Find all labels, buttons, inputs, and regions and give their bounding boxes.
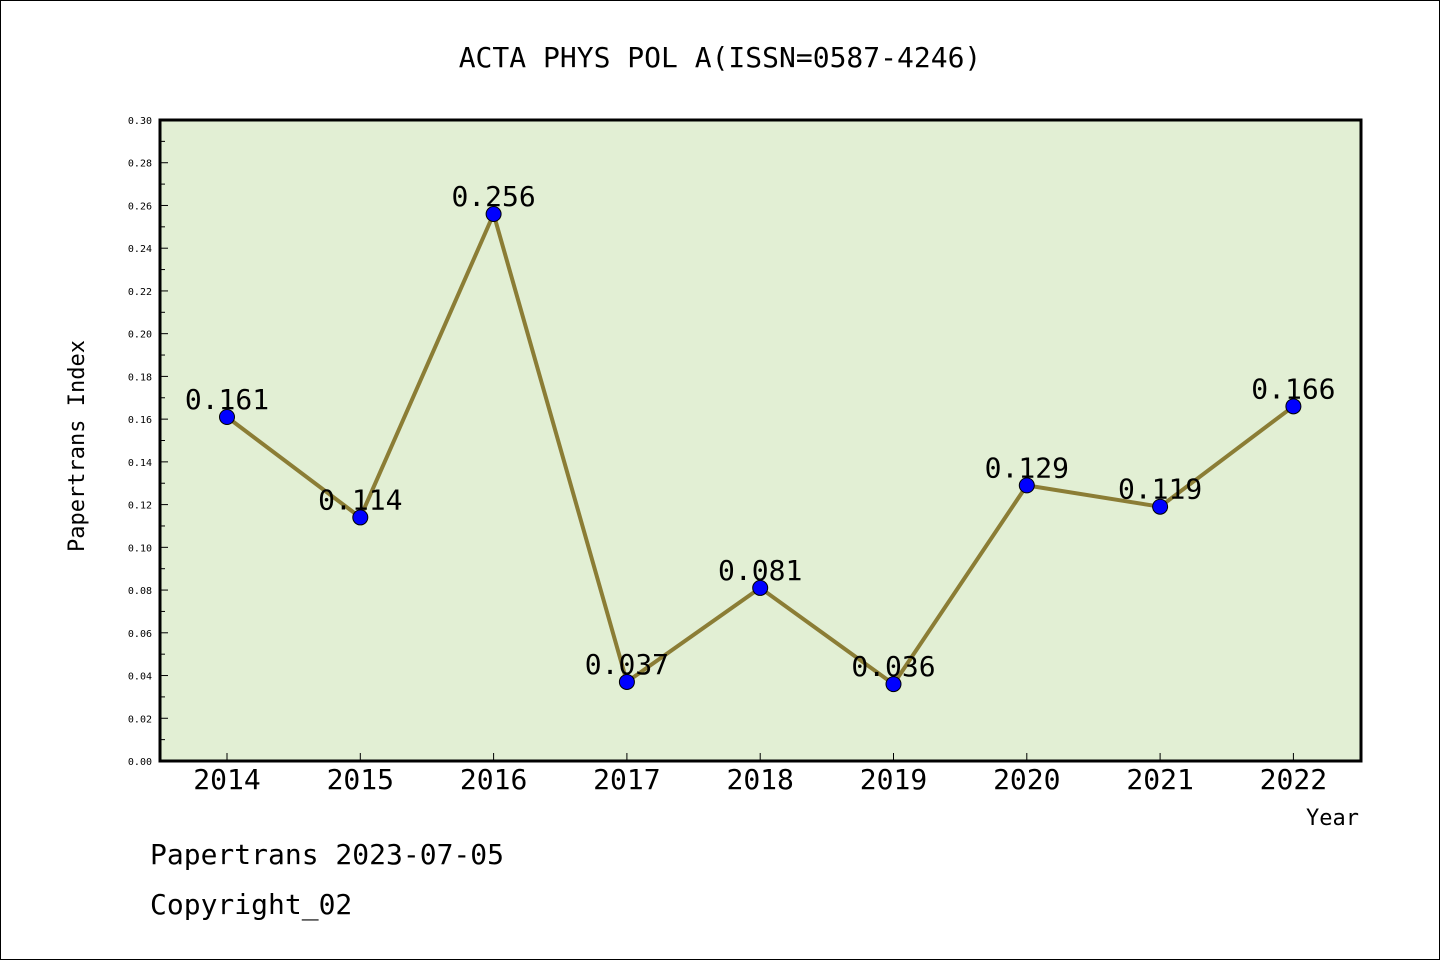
x-tick-label: 2021	[1126, 763, 1193, 796]
data-points	[219, 206, 1302, 693]
x-axis-label: Year	[1306, 806, 1359, 831]
data-label: 0.036	[851, 650, 935, 683]
data-label: 0.037	[585, 648, 669, 681]
data-point	[485, 206, 502, 223]
data-point	[219, 408, 235, 425]
y-tick-label: 0.18	[128, 372, 152, 383]
data-point	[1018, 477, 1035, 494]
data-point	[1285, 398, 1302, 415]
x-tick-label: 2015	[327, 763, 394, 796]
data-label: 0.114	[318, 483, 402, 516]
data-label: 0.256	[451, 180, 535, 213]
x-axis: 2014 2015 2016 2017 2018 2019 2020 2021 2022	[193, 753, 1327, 796]
y-tick-label: 0.00	[128, 757, 152, 768]
y-tick-label: 0.14	[128, 458, 152, 469]
y-tick-label: 0.06	[128, 629, 152, 640]
data-label: 0.129	[985, 451, 1069, 484]
y-tick-label: 0.08	[128, 586, 152, 597]
x-tick-label: 2020	[993, 763, 1060, 796]
y-tick-label: 0.28	[128, 159, 152, 170]
x-tick-label: 2018	[726, 763, 793, 796]
y-tick-label: 0.04	[128, 672, 152, 683]
x-tick-label: 2017	[593, 763, 660, 796]
y-tick-label: 0.02	[128, 714, 152, 725]
data-labels: 0.161 0.114 0.256 0.037 0.081 0.036 0.129 0.119…	[185, 180, 1336, 683]
x-tick-label: 2019	[860, 763, 927, 796]
data-point	[1152, 498, 1169, 515]
data-point	[618, 673, 635, 690]
y-tick-label: 0.22	[128, 287, 152, 298]
data-label: 0.119	[1118, 473, 1202, 506]
y-tick-label: 0.10	[128, 543, 152, 554]
y-tick-label: 0.30	[128, 116, 152, 127]
x-tick-label: 2022	[1260, 763, 1327, 796]
x-tick-label: 2016	[460, 763, 527, 796]
y-tick-label: 0.24	[128, 244, 152, 255]
x-tick-label: 2014	[193, 763, 260, 796]
y-axis-label: Papertrans Index	[65, 340, 90, 552]
data-label: 0.081	[718, 554, 802, 587]
chart-title: ACTA PHYS POL A(ISSN=0587-4246)	[459, 41, 982, 74]
y-tick-label: 0.12	[128, 501, 152, 512]
y-axis: 0.00 0.02 0.04 0.06 0.08 0.10 0.12 0.14 0.16 0.18…	[128, 116, 168, 768]
data-point	[352, 509, 369, 526]
y-tick-label: 0.16	[128, 415, 152, 426]
data-point	[752, 579, 769, 596]
data-label: 0.166	[1251, 372, 1335, 405]
footer-copyright: Copyright_02	[150, 888, 352, 922]
data-label: 0.161	[185, 383, 269, 416]
footer-date: Papertrans 2023-07-05	[150, 838, 504, 871]
data-point	[885, 676, 902, 693]
plot-area	[158, 118, 1363, 763]
y-tick-label: 0.20	[128, 330, 152, 341]
y-tick-label: 0.26	[128, 201, 152, 212]
